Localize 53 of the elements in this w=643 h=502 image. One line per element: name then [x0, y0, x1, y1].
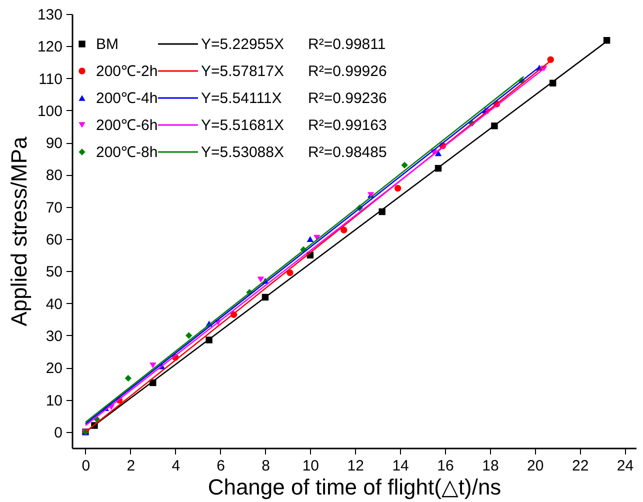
legend-label: Y=5.57817X	[201, 63, 284, 80]
y-axis-title: Applied stress/MPa	[6, 136, 32, 326]
y-tick-label: 120	[37, 38, 62, 56]
legend-label: 200℃-6h	[96, 117, 158, 134]
y-tick-label: 130	[37, 6, 62, 24]
legend-label: Y=5.53088X	[201, 144, 284, 161]
annotation: R²=0.99236	[308, 90, 387, 107]
x-tick-label: 16	[437, 458, 454, 474]
x-tick-label: 14	[392, 458, 409, 474]
point	[185, 332, 192, 339]
point	[150, 362, 156, 368]
x-tick-label: 22	[572, 458, 589, 474]
x-tick-label: 18	[482, 458, 499, 474]
x-tick-label: 8	[262, 458, 270, 474]
annotation: R²=0.98485	[308, 144, 387, 161]
y-tick-label: 70	[46, 199, 62, 216]
x-tick-label: 4	[172, 458, 180, 474]
legend-label: Y=5.51681X	[201, 117, 284, 134]
x-tick-label: 24	[616, 458, 634, 474]
y-tick-label: 50	[46, 264, 62, 281]
y-tick-label: 110	[38, 70, 62, 88]
point	[306, 236, 314, 242]
y-tick-label: 60	[46, 232, 62, 249]
x-tick-label: 0	[82, 458, 90, 474]
y-tick-label: 90	[46, 135, 62, 152]
point	[394, 184, 402, 192]
point	[124, 374, 132, 382]
x-tick-label: 12	[347, 458, 364, 474]
x-axis-title: Change of time of flight(△t)/ns	[208, 474, 502, 500]
point	[340, 226, 348, 234]
y-tick-label: 40	[46, 296, 62, 313]
annotation: R²=0.99811	[308, 36, 386, 53]
annotation: R²=0.99926	[308, 63, 387, 80]
legend-label: BM	[96, 36, 118, 53]
y-tick-label: 10	[46, 392, 62, 410]
point	[401, 162, 408, 168]
x-tick-label: 2	[126, 458, 136, 474]
x-tick-label: 6	[216, 458, 225, 474]
legend-label: Y=5.54111X	[201, 90, 282, 107]
annotation: R²=0.99163	[308, 117, 387, 134]
y-tick-label: 80	[46, 167, 62, 184]
x-tick-label: 10	[302, 458, 320, 474]
y-tick-label: 0	[54, 424, 62, 442]
y-tick-label: 20	[46, 360, 62, 378]
point	[257, 276, 264, 282]
y-tick-label: 100	[37, 102, 62, 120]
legend-label: 200℃-4h	[96, 90, 158, 107]
legend-label: Y=5.22955X	[201, 36, 284, 53]
x-tick-label: 20	[527, 458, 544, 474]
legend-label: 200℃-2h	[96, 63, 158, 80]
y-tick-label: 30	[46, 328, 62, 345]
legend-label: 200℃-8h	[96, 144, 158, 161]
point	[286, 269, 294, 276]
